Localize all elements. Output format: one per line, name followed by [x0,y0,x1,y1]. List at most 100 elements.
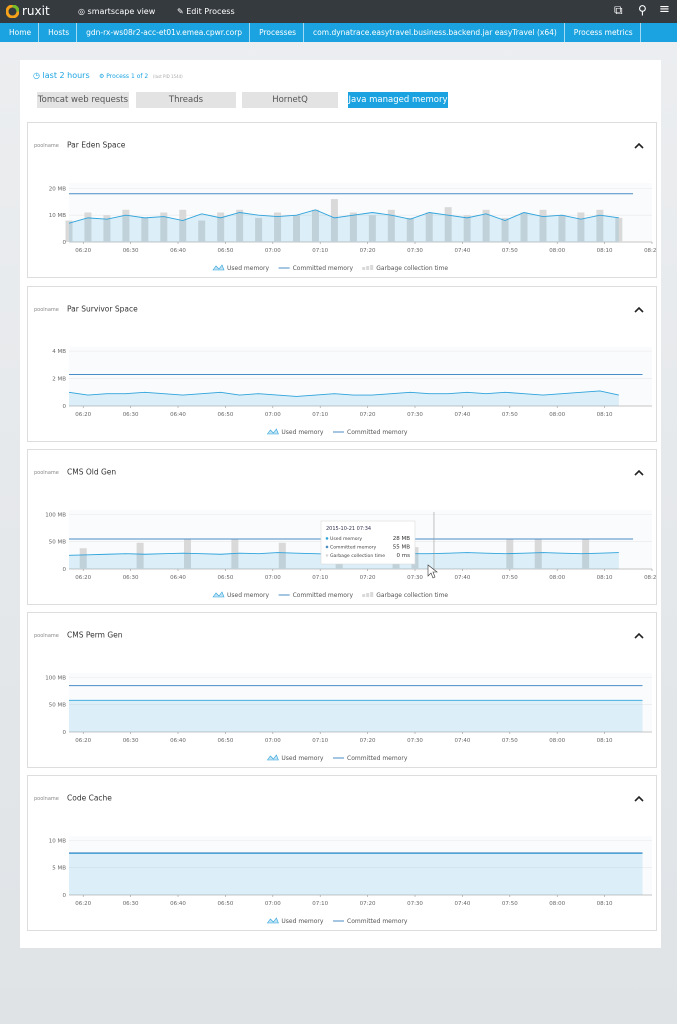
x-tick-label: 06:30 [123,412,139,418]
x-tick-label: 07:30 [407,901,423,907]
x-tick-label: 06:20 [75,248,91,254]
x-tick-label: 07:00 [265,248,281,254]
used-area [69,853,643,895]
gc-bar [183,538,191,569]
legend-icon [212,264,225,271]
x-tick-label: 06:40 [170,412,186,418]
top-bar: ruxit ◎ smartscape view ✎ Edit Process ⧉… [0,0,677,23]
pool-label: poolname [34,143,59,149]
gc-bar [160,212,168,242]
x-tick-label: 07:30 [407,412,423,418]
breadcrumb[interactable]: gdn-rx-ws08r2-acc-et01v.emea.cpwr.corp [77,23,251,42]
x-tick-label: 07:30 [407,248,423,254]
pool-label: poolname [34,796,59,802]
x-tick-label: 08:00 [549,248,565,254]
legend-label: Used memory [281,918,323,925]
legend-label: Garbage collection time [376,592,448,599]
gc-bar [274,212,282,242]
nav-text: smartscape view [87,7,156,16]
tab[interactable]: Threads [136,92,236,108]
breadcrumb[interactable]: Processes [250,23,305,42]
legend-label: Used memory [281,755,323,762]
menu-icon[interactable]: ≡ [659,2,670,17]
search-icon[interactable]: ⚲ [638,3,647,17]
logo[interactable]: ruxit [22,4,50,18]
chart: poolname CMS Perm Gen 0 50 MB 100 MB 06:20 06:… [34,631,652,762]
nav-link[interactable]: ✎ Edit Process [177,7,235,16]
pool-label: poolname [34,307,59,313]
legend-label: Used memory [227,265,269,272]
tab[interactable]: Java managed memory [348,92,448,108]
gc-bar [577,212,585,242]
collapse-toggle[interactable] [634,469,644,476]
legend-icon [362,594,366,597]
y-tick-label: 0 [63,893,67,899]
legend-icon [366,593,370,597]
tooltip-dot [325,537,329,540]
legend-icon [212,591,225,598]
gc-bar [425,212,433,242]
used-line [68,390,619,397]
pool-title: CMS Perm Gen [67,631,123,640]
legend-icon [266,917,279,924]
pool-title: Par Eden Space [67,141,126,150]
timeframe[interactable]: ◷ last 2 hours [33,71,90,80]
y-tick-label: 100 MB [45,512,66,518]
gc-bar [463,215,471,242]
gc-bar [141,217,149,242]
used-area [69,209,619,242]
legend-icon [370,265,374,270]
y-tick-label: 20 MB [49,186,66,192]
x-tick-label: 06:50 [217,901,233,907]
process-text: Process 1 of 2 [106,73,149,80]
gc-bar [65,220,73,242]
gc-bar [278,542,286,569]
gc-bar [231,538,239,569]
gc-bar [482,209,490,242]
x-tick-label: 08:10 [597,575,613,581]
breadcrumb[interactable]: Home [0,23,40,42]
x-tick-label: 07:10 [312,738,328,744]
legend-icon [362,267,366,270]
legend-label: Committed memory [347,429,408,436]
breadcrumb[interactable]: Process metrics [565,23,641,42]
gc-bar [293,215,301,242]
plot-background [69,673,652,732]
gc-bar [349,212,357,242]
legend-label: Committed memory [347,918,408,925]
x-tick-label: 07:50 [502,738,518,744]
pool-label: poolname [34,470,59,476]
x-tick-label: 07:30 [407,738,423,744]
collapse-toggle[interactable] [634,306,644,313]
legend-icon [366,266,370,270]
x-tick-label: 06:30 [123,248,139,254]
tooltip-title: 2015-10-21 07:34 [326,526,371,532]
tooltip [320,520,416,565]
x-tick-label: 07:40 [454,738,470,744]
x-tick-label: 07:20 [360,738,376,744]
breadcrumb[interactable]: com.dynatrace.easytravel.business.backen… [304,23,565,42]
tab[interactable]: Tomcat web requests [37,92,129,108]
tooltip-dot [325,545,329,549]
collapse-toggle[interactable] [634,795,644,802]
x-tick-label: 07:40 [454,248,470,254]
chart-panel: poolname Code Cache 0 5 MB 10 MB 06:20 06:30 06… [27,775,657,931]
breadcrumb[interactable]: Hosts [39,23,78,42]
chart-panel: poolname Par Survivor Space 0 2 MB 4 MB 06:20… [27,286,657,442]
x-tick-label: 07:00 [265,575,281,581]
x-tick-label: 06:30 [123,575,139,581]
window-icon[interactable]: ⧉ [614,3,623,17]
process-selector[interactable]: ⚙ Process 1 of 2 [99,73,149,80]
x-tick-label: 06:20 [75,738,91,744]
x-tick-label: 07:50 [502,575,518,581]
gc-bar [236,209,244,242]
collapse-toggle[interactable] [634,142,644,149]
x-tick-label: 06:20 [75,412,91,418]
collapse-toggle[interactable] [634,632,644,639]
pool-title: Par Survivor Space [67,305,138,314]
x-tick-label: 07:20 [360,248,376,254]
nav-link[interactable]: ◎ smartscape view [78,7,156,16]
tab[interactable]: HornetQ [242,92,338,108]
x-tick-label: 06:50 [217,248,233,254]
gc-bar [84,212,92,242]
